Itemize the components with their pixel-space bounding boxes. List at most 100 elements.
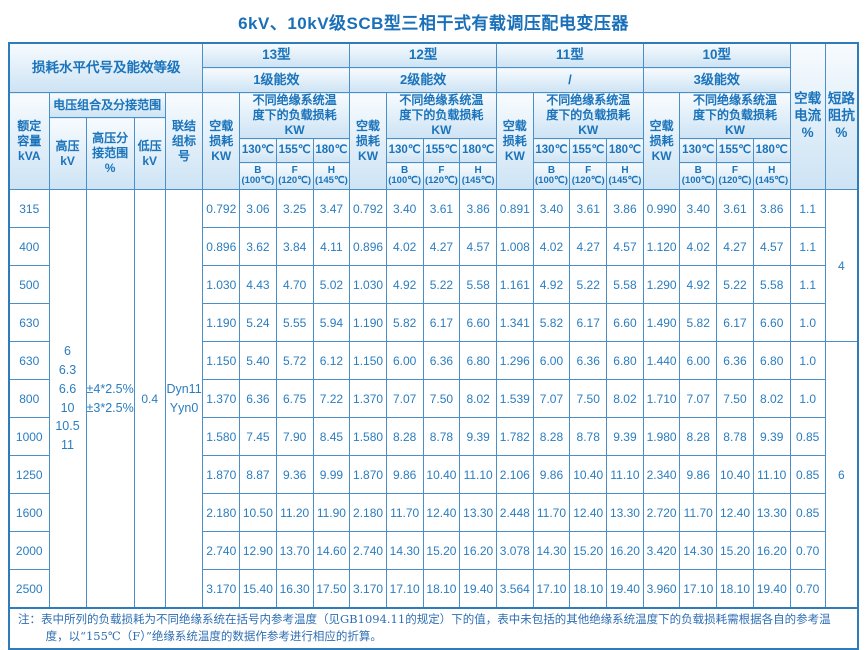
no-load-loss-header-11: 空载 损耗 KW [496,92,534,190]
impedance-header: 短路 阻抗 % [824,42,859,190]
load-loss-cell: 11.70 [385,493,424,532]
impedance-cell: 6 [824,341,859,609]
class-header: F (120℃) [422,162,461,190]
load-loss-cell: 11.10 [752,455,791,494]
load-loss-header-10: 不同绝缘系统温 度下的负载损耗 KW [679,92,791,139]
no-load-current-cell: 1.0 [789,303,826,342]
class-ref-temp: (100℃) [681,175,715,187]
load-loss-cell: 7.07 [532,379,571,418]
load-loss-cell: 6.36 [716,341,754,380]
load-loss-cell: 19.40 [752,569,791,609]
capacity-header: 额定 容量 kVA [8,92,50,190]
load-loss-cell: 6.36 [422,341,461,380]
no-load-loss-cell: 0.891 [496,189,534,228]
class-header: B (100℃) [239,162,277,190]
table-row: 2000 2.740 12.90 13.70 14.60 2.740 14.30 15.20 1… [8,531,858,570]
load-loss-cell: 5.58 [752,265,791,304]
efficiency-12-header: 2级能效 [349,67,498,93]
load-loss-cell: 4.27 [716,227,754,266]
transformer-spec-table: 损耗水平代号及能效等级 13型 12型 11型 10型 空载 电流 % 短路 阻… [8,42,859,609]
no-load-loss-cell: 1.161 [496,265,534,304]
class-letter: H [327,165,335,177]
header-row-efficiency: 1级能效 2级能效 / 3级能效 [9,67,858,93]
temp-header: 155℃ [422,138,461,163]
load-loss-cell: 17.10 [679,569,718,609]
type-11-header: 11型 [496,42,644,68]
no-load-loss-header-12: 空载 损耗 KW [349,92,387,190]
temp-header: 155℃ [716,138,754,163]
load-loss-cell: 4.57 [459,227,498,266]
vector-group-header: 联结 组标 号 [164,92,204,190]
load-loss-cell: 9.39 [606,417,644,456]
no-load-loss-cell: 1.870 [349,455,387,494]
header-row-temps: 130℃ 155℃ 180℃ 130℃ 155℃ 180℃ 130℃ 155℃ … [9,138,858,163]
load-loss-cell: 5.22 [716,265,754,304]
load-loss-cell: 3.61 [716,189,754,228]
load-loss-cell: 5.72 [275,341,314,380]
load-loss-cell: 3.61 [569,189,608,228]
no-load-loss-cell: 0.792 [202,189,241,228]
load-loss-cell: 3.40 [532,189,571,228]
class-header: H (145℃) [752,162,791,190]
temp-header: 155℃ [569,138,608,163]
no-load-loss-cell: 3.960 [642,569,681,609]
hv-tap-range-cell: ±4*2.5% ±3*2.5% [85,189,135,609]
load-loss-cell: 4.02 [385,227,424,266]
load-loss-cell: 14.30 [385,531,424,570]
vector-group-cell: Dyn11 Yyn0 [164,189,204,609]
load-loss-cell: 4.57 [752,227,791,266]
no-load-current-cell: 0.85 [789,455,826,494]
no-load-current-cell: 1.0 [789,379,826,418]
load-loss-cell: 5.02 [312,265,351,304]
no-load-loss-cell: 1.190 [349,303,387,342]
footnote: 注：表中所列的负载损耗为不同绝缘系统在括号内参考温度（见GB1094.11的规定… [8,607,859,650]
load-loss-cell: 14.30 [532,531,571,570]
load-loss-cell: 11.90 [312,493,351,532]
no-load-loss-cell: 2.180 [349,493,387,532]
class-header: B (100℃) [385,162,424,190]
no-load-loss-cell: 1.341 [496,303,534,342]
load-loss-cell: 9.86 [532,455,571,494]
load-loss-cell: 6.00 [532,341,571,380]
load-loss-cell: 3.86 [752,189,791,228]
class-header: H (145℃) [459,162,498,190]
load-loss-cell: 13.30 [752,493,791,532]
no-load-loss-cell: 1.120 [642,227,681,266]
table-row: 315 6 6.3 6.6 10 10.5 11 ±4*2.5% ±3*2.5% 0.… [8,189,859,609]
load-loss-cell: 16.20 [752,531,791,570]
load-loss-cell: 15.20 [422,531,461,570]
load-loss-cell: 9.39 [752,417,791,456]
class-letter: H [621,165,629,177]
load-loss-cell: 5.82 [679,303,718,342]
no-load-loss-header-10: 空载 损耗 KW [642,92,681,190]
table-row: 500 1.030 4.43 4.70 5.02 1.030 4.92 5.22 5.58 1.1… [8,265,858,304]
efficiency-13-header: 1级能效 [202,67,351,93]
load-loss-cell: 14.60 [312,531,351,570]
load-loss-cell: 4.57 [606,227,644,266]
load-loss-cell: 6.36 [239,379,277,418]
type-10-header: 10型 [642,42,791,68]
load-loss-cell: 18.10 [716,569,754,609]
load-loss-cell: 3.61 [422,189,461,228]
class-ref-temp: (145℃) [461,175,495,187]
load-loss-cell: 4.92 [532,265,571,304]
load-loss-cell: 17.10 [532,569,571,609]
load-loss-cell: 13.30 [459,493,498,532]
load-loss-cell: 3.40 [385,189,424,228]
class-ref-temp: (100℃) [241,175,275,187]
no-load-loss-cell: 1.980 [642,417,681,456]
class-letter: B [401,165,409,177]
no-load-loss-cell: 0.792 [349,189,387,228]
load-loss-cell: 5.94 [312,303,351,342]
load-loss-cell: 16.20 [606,531,644,570]
no-load-current-header: 空载 电流 % [789,42,826,190]
type-13-header: 13型 [202,42,351,68]
header-row-voltage: 高压 kV 高压分 接范围 % 低压 kV [9,117,858,190]
load-loss-cell: 5.24 [239,303,277,342]
load-loss-cell: 5.58 [606,265,644,304]
no-load-current-cell: 1.0 [789,341,826,380]
load-loss-cell: 15.20 [569,531,608,570]
load-loss-cell: 15.20 [716,531,754,570]
load-loss-cell: 10.40 [569,455,608,494]
